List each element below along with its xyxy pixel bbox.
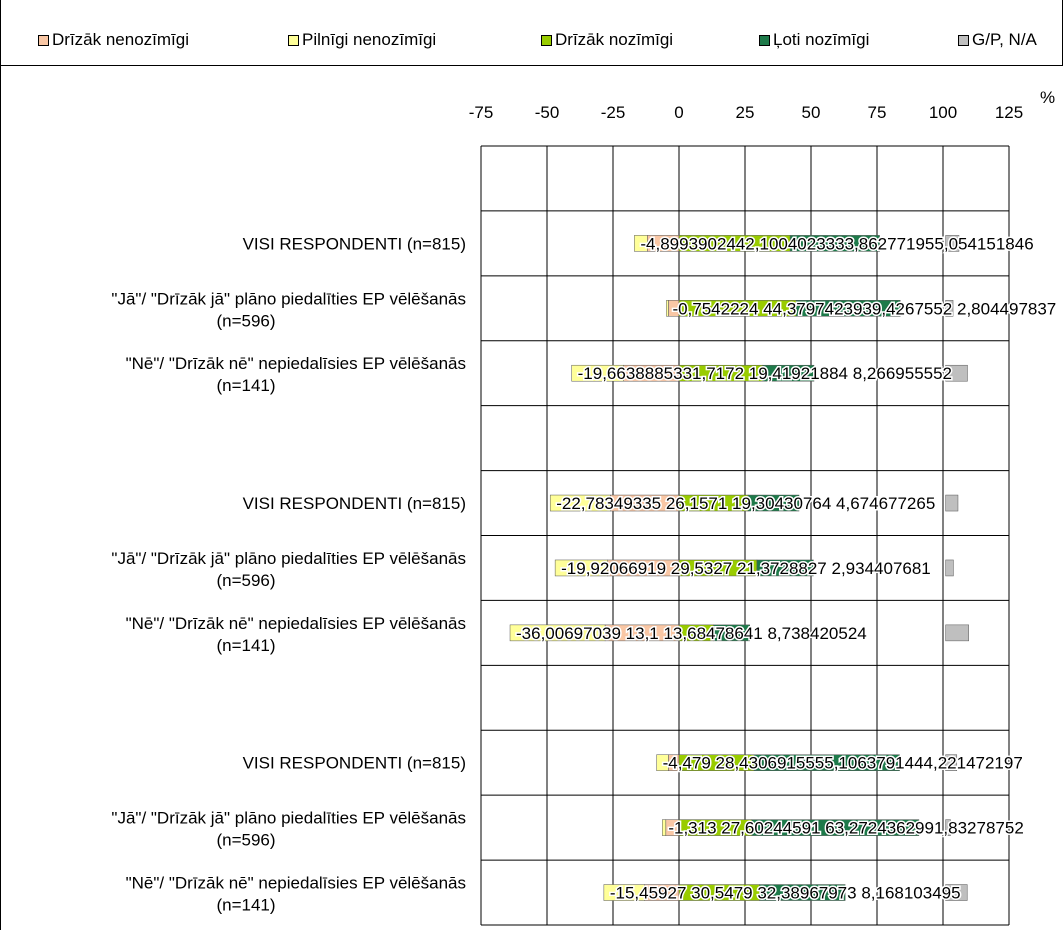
category-label: "Nē"/ "Drīzāk nē" nepiedalīsies EP vēlēš… <box>126 874 466 893</box>
data-label: -1,313 27,60244591 63,2724362991,8327875… <box>668 819 1023 838</box>
category-label: VISI RESPONDENTI (n=815) <box>243 494 466 513</box>
category-label: "Nē"/ "Drīzāk nē" nepiedalīsies EP vēlēš… <box>126 614 466 633</box>
bar-loti-nozimigi <box>713 624 750 642</box>
data-label: -19,92066919 29,5327 21,3728827 2,934407… <box>561 559 931 578</box>
bar-pilnigi-nenozimigi <box>634 235 648 252</box>
x-tick-label: -25 <box>601 103 626 122</box>
legend-swatch-drizak-nozimigi <box>541 35 552 46</box>
x-tick-label: 50 <box>802 103 821 122</box>
legend-swatch-pilnigi-nenozimigi <box>288 35 299 46</box>
bar-loti-nozimigi <box>751 819 920 836</box>
category-label-n: (n=141) <box>216 896 275 915</box>
bar-loti-nozimigi <box>756 559 814 577</box>
left-border <box>0 0 1 930</box>
bar-gp-na <box>945 235 960 252</box>
bar-gp-na <box>945 819 951 836</box>
bar-loti-nozimigi <box>762 364 815 382</box>
bar-pilnigi-nenozimigi <box>662 819 667 836</box>
data-label: -22,78349335 26,1571 19,30430764 4,67467… <box>556 494 935 513</box>
data-label: -0,7542224 44,3797423939,4267552 2,80449… <box>672 299 1056 318</box>
bar-pilnigi-nenozimigi <box>603 884 645 901</box>
legend-swatch-loti-nozimigi <box>759 35 770 46</box>
bar-pilnigi-nenozimigi <box>656 754 669 771</box>
data-label: -19,6638885331,7172 19,41921884 8,266955… <box>578 364 952 383</box>
legend-swatch-gp-na <box>958 35 969 46</box>
bar-loti-nozimigi <box>753 754 900 771</box>
bar-pilnigi-nenozimigi <box>666 300 669 317</box>
data-label: -4,8993902442,1004023333,862771955,05415… <box>640 234 1033 253</box>
x-tick-label: 125 <box>995 103 1023 122</box>
category-label: VISI RESPONDENTI (n=815) <box>243 754 466 773</box>
legend-item-loti-nozimigi: Ļoti nozīmīgi <box>759 30 869 50</box>
bar-loti-nozimigi <box>789 235 880 252</box>
category-label: VISI RESPONDENTI (n=815) <box>243 234 466 253</box>
legend-swatch-drizak-nenozimigi <box>38 35 49 46</box>
category-label-n: (n=596) <box>216 831 275 850</box>
bar-gp-na <box>945 364 968 382</box>
x-tick-label: -50 <box>535 103 560 122</box>
axis-unit-label: % <box>1040 88 1055 107</box>
bar-gp-na <box>945 884 968 901</box>
legend: Drīzāk nenozīmīgi Pilnīgi nenozīmīgi Drī… <box>0 0 1063 66</box>
category-label-n: (n=141) <box>216 636 275 655</box>
bar-pilnigi-nenozimigi <box>509 624 606 642</box>
legend-item-drizak-nenozimigi: Drīzāk nenozīmīgi <box>38 30 189 50</box>
data-label: -15,45927 30,5479 32,38967973 8,16810349… <box>610 884 961 903</box>
bar-gp-na <box>945 300 954 317</box>
bar-pilnigi-nenozimigi <box>549 494 611 512</box>
category-label-n: (n=596) <box>216 311 275 330</box>
x-tick-label: 100 <box>929 103 957 122</box>
bar-pilnigi-nenozimigi <box>571 364 624 382</box>
bar-loti-nozimigi <box>759 884 846 901</box>
legend-item-drizak-nozimigi: Drīzāk nozīmīgi <box>541 30 673 50</box>
category-label: "Jā"/ "Drīzāk jā" plāno piedalīties EP v… <box>111 809 466 828</box>
data-label: -4,479 28,4306915555,1063791444,22147219… <box>663 754 1023 773</box>
bar-gp-na <box>945 754 958 771</box>
x-tick-label: -75 <box>469 103 494 122</box>
category-label-n: (n=596) <box>216 571 275 590</box>
x-tick-label: 75 <box>868 103 887 122</box>
category-label-n: (n=141) <box>216 376 275 395</box>
bar-loti-nozimigi <box>747 494 800 512</box>
bar-loti-nozimigi <box>795 300 901 317</box>
x-tick-label: 25 <box>736 103 755 122</box>
x-tick-label: 0 <box>674 103 683 122</box>
category-label: "Nē"/ "Drīzāk nē" nepiedalīsies EP vēlēš… <box>126 354 466 373</box>
category-label: "Jā"/ "Drīzāk jā" plāno piedalīties EP v… <box>111 289 466 308</box>
bar-gp-na <box>945 624 969 642</box>
category-label: "Jā"/ "Drīzāk jā" plāno piedalīties EP v… <box>111 549 466 568</box>
bar-pilnigi-nenozimigi <box>554 559 608 577</box>
data-label: -36,00697039 13,1 13,68478641 8,73842052… <box>516 624 867 643</box>
legend-item-pilnigi-nenozimigi: Pilnīgi nenozīmīgi <box>288 30 436 50</box>
bar-gp-na <box>945 559 954 577</box>
legend-item-gp-na: G/P, N/A <box>958 30 1037 50</box>
bar-gp-na <box>945 494 959 512</box>
